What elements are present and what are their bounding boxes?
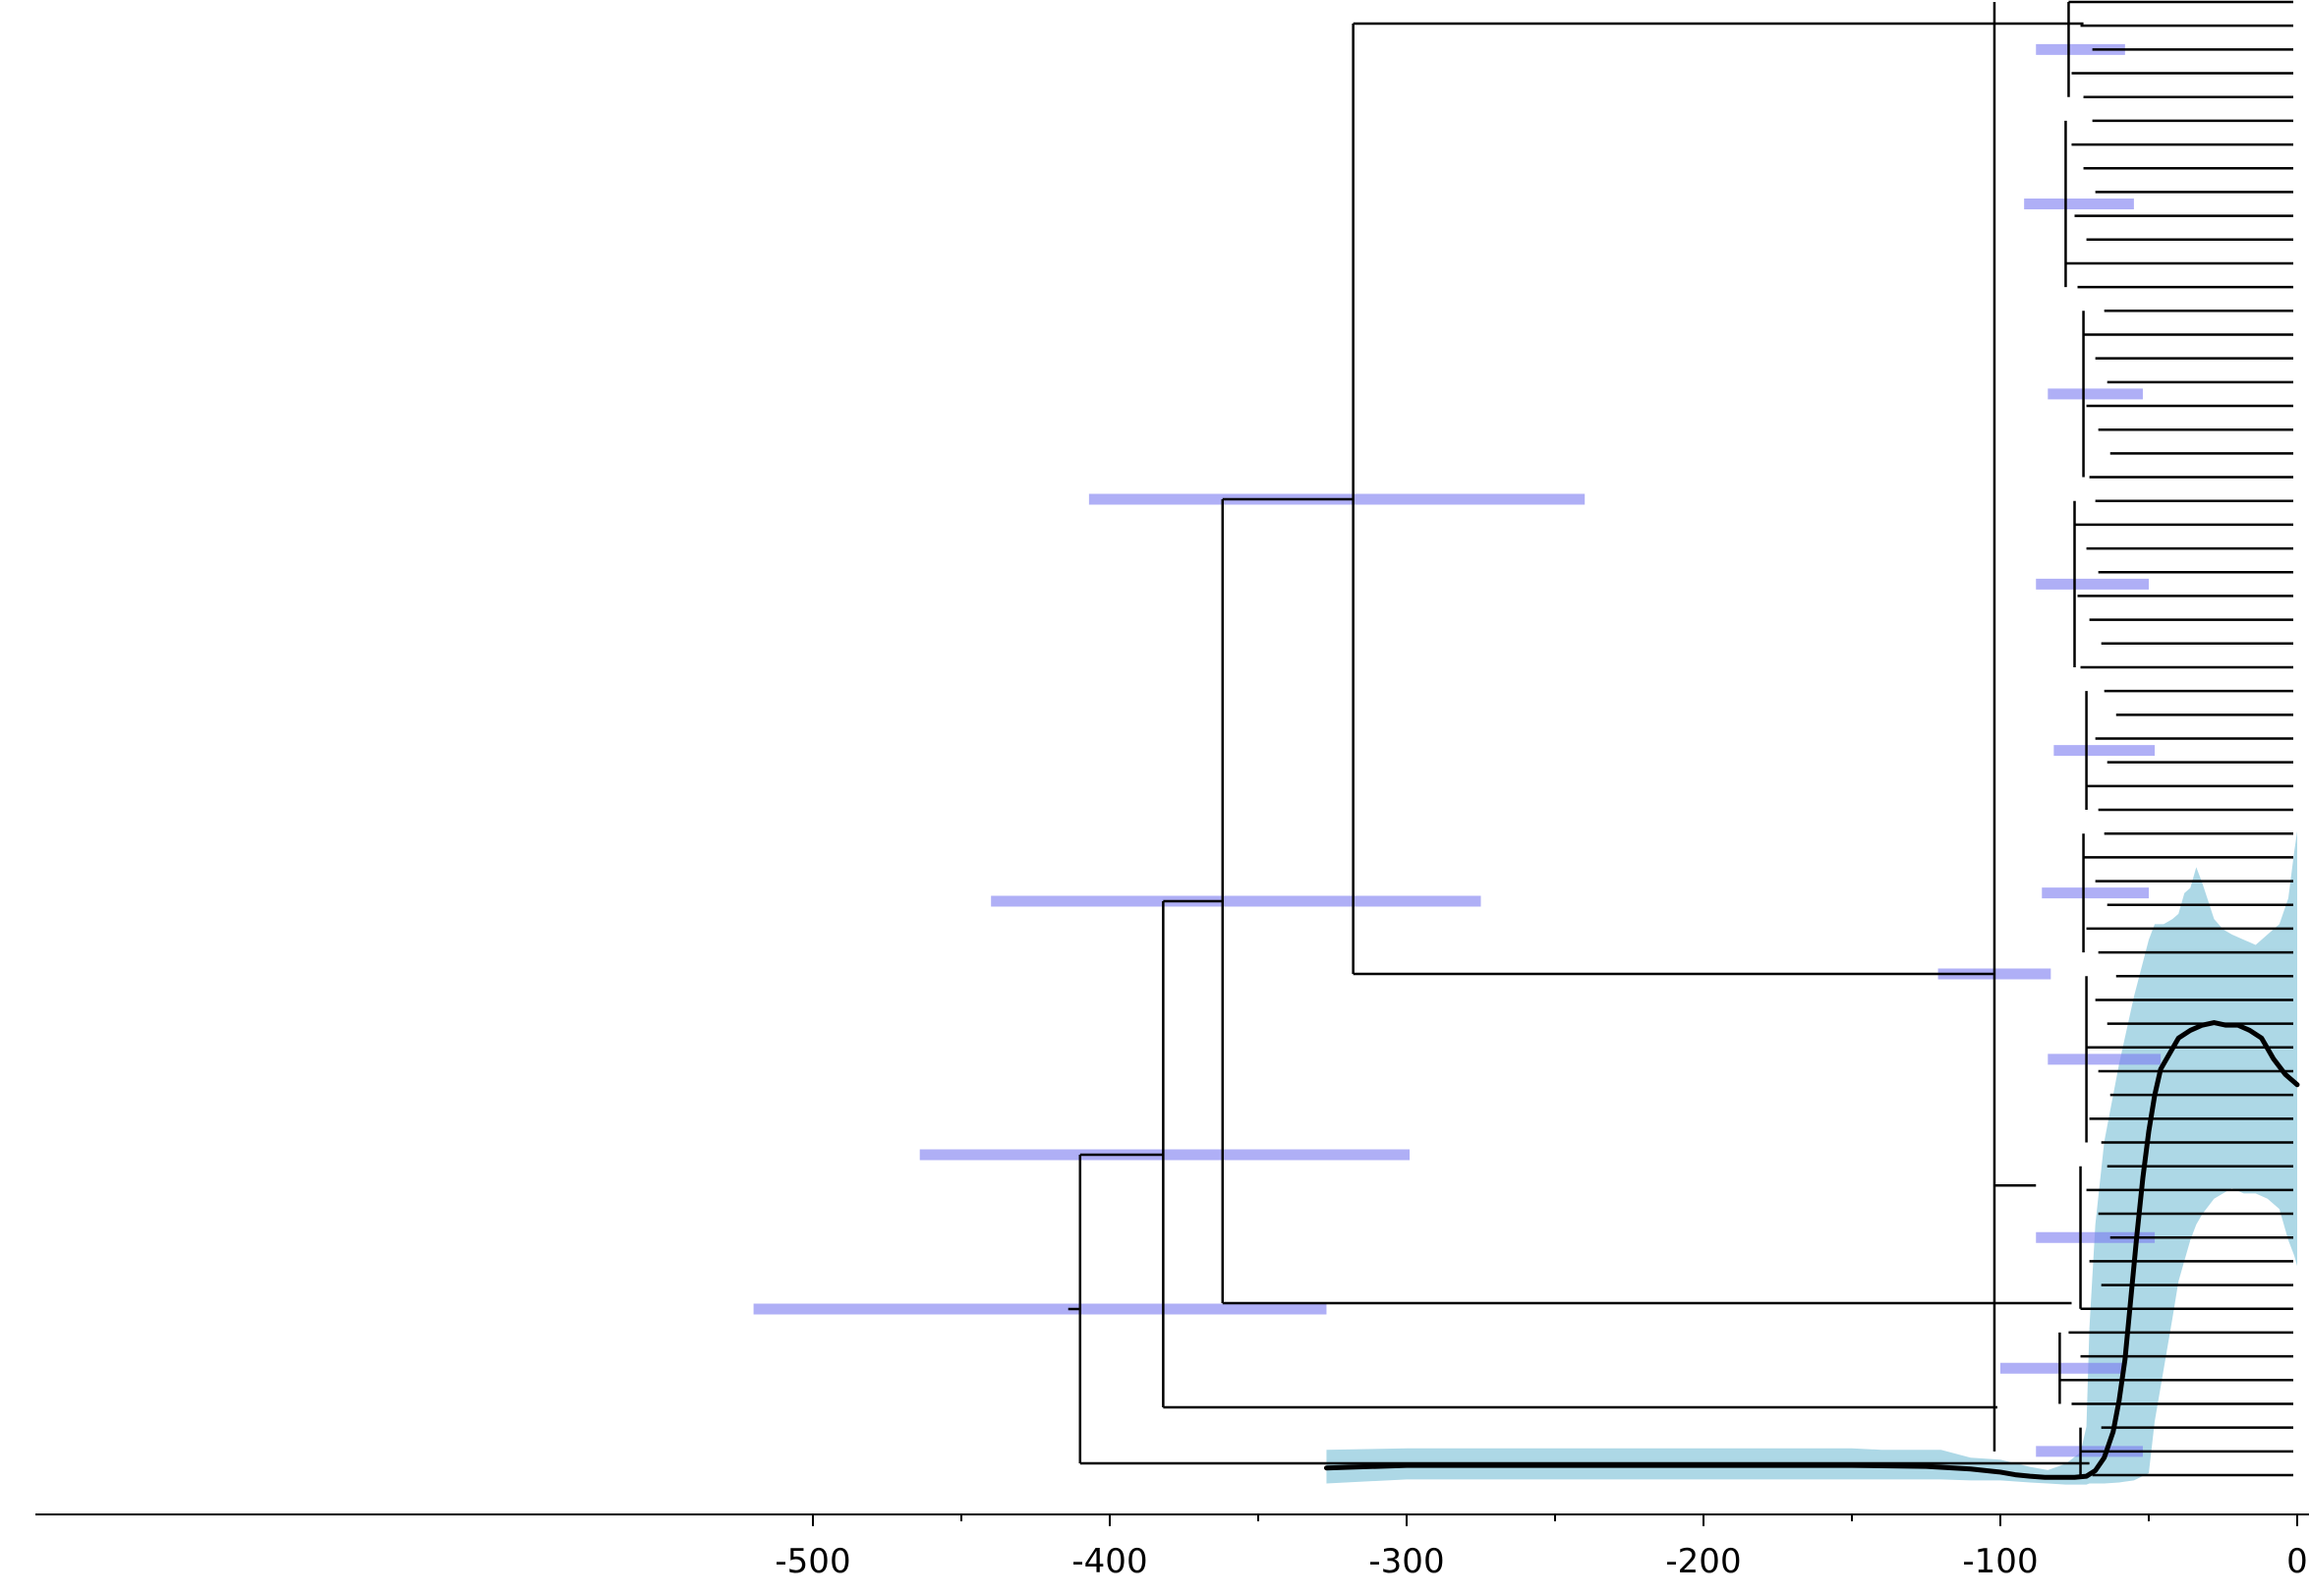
line-layer [1323,1020,2300,1480]
ribbon-layer [1326,830,2297,1485]
series-line [1323,1020,2300,1480]
interval-bar-layer [753,43,2162,1457]
ribbon-area [1326,830,2297,1485]
x-tick-label: -100 [1962,1542,2038,1581]
x-tick-label: -300 [1368,1542,1444,1581]
x-tick-label: 0 [2286,1542,2308,1581]
x-tick-label: -500 [775,1542,850,1581]
x-axis-ticks: -500 -400 -300 -200 -100 0 [775,1514,2308,1581]
x-tick-label: -200 [1665,1542,1741,1581]
x-axis: -500 -400 -300 -200 -100 0 [35,1513,2309,1581]
tree-layer [1068,0,2293,1477]
x-tick-label: -400 [1071,1542,1147,1581]
